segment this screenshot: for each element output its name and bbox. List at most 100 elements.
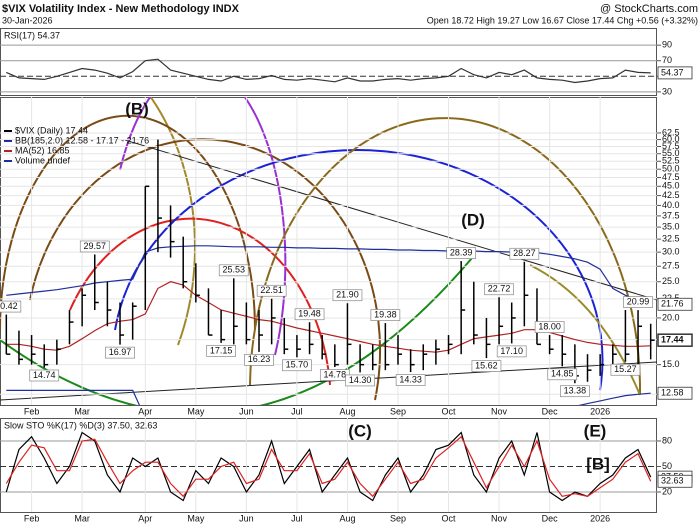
x-tick-label: Aug — [339, 406, 355, 416]
price-label: 28.39 — [450, 247, 473, 257]
x-tick-label: 2026 — [590, 406, 610, 416]
y-tick-label: 42.5 — [662, 190, 680, 200]
price-label: 14.78 — [324, 369, 347, 379]
price-label: 14.74 — [33, 370, 56, 380]
wave-label: (D) — [461, 210, 485, 229]
price-label: 20.42 — [0, 301, 18, 311]
wave-label: (B) — [125, 99, 149, 118]
label-box — [471, 360, 502, 372]
x-tick-label: Apr — [138, 406, 152, 416]
x-tick-label: Jul — [291, 406, 303, 416]
price-label: 13.38 — [564, 386, 587, 396]
x-tick-label: Mar — [74, 406, 90, 416]
y-tick-label: 30 — [662, 86, 672, 96]
price-label: 19.48 — [298, 309, 321, 319]
axis-tag — [657, 386, 693, 400]
x-tick-label: Feb — [24, 406, 40, 416]
price-label: 16.23 — [248, 354, 271, 364]
x-tick-label: Oct — [442, 513, 457, 523]
y-tick-label: 55.0 — [662, 148, 680, 158]
x-tick-label: Sep — [390, 406, 406, 416]
price-label: 22.72 — [488, 284, 511, 294]
label-box — [446, 247, 477, 259]
panel-label: Slow STO %K(17) %D(3) 37.50, 32.63 — [4, 420, 157, 430]
label-box — [395, 374, 426, 386]
axis-tag-label: 17.44 — [661, 335, 684, 345]
price-label: 17.15 — [210, 345, 233, 355]
y-tick-label: 70 — [662, 55, 672, 65]
ma-line — [6, 281, 651, 353]
y-tick-label: 25.0 — [662, 276, 680, 286]
line-series — [5, 435, 652, 498]
panel-label: RSI(17) 54.37 — [4, 30, 60, 40]
y-tick-label: 47.5 — [662, 172, 680, 182]
label-box — [370, 309, 401, 321]
price-label: 29.57 — [83, 241, 106, 251]
label-box — [623, 296, 653, 308]
x-tick-label: Mar — [74, 513, 90, 523]
label-box — [345, 374, 375, 387]
x-tick-label: Apr — [138, 513, 152, 523]
label-box — [294, 308, 325, 321]
y-tick-label: 37.5 — [662, 210, 680, 220]
legend-entry: BB(185,2.0) 12.58 - 17.17 - 21.76 — [15, 135, 149, 145]
price-label: 15.27 — [614, 364, 637, 374]
title: $VIX Volatility Index - New Methodology … — [2, 3, 240, 15]
price-label: 21.90 — [336, 290, 359, 300]
y-tick-label: 50.0 — [662, 164, 680, 174]
price-label: 22.51 — [260, 285, 283, 295]
label-box — [244, 354, 274, 366]
legend-entry: Volume undef — [15, 155, 71, 165]
x-tick-label: May — [187, 406, 205, 416]
x-tick-label: Oct — [442, 406, 457, 416]
price-label: 14.30 — [349, 375, 372, 385]
y-tick-label: 60.0 — [662, 134, 680, 144]
label-box — [218, 264, 249, 277]
y-tick-label: 15.0 — [662, 359, 680, 369]
y-tick-label: 30.0 — [662, 247, 680, 257]
price-label: 25.53 — [222, 265, 245, 275]
x-tick-label: Feb — [24, 513, 40, 523]
credit: @ StockCharts.com — [600, 3, 698, 15]
price-label: 14.85 — [551, 369, 574, 379]
y-tick-label: 90 — [662, 40, 672, 50]
axis-tag-label: 32.63 — [661, 476, 684, 486]
label-box — [534, 321, 565, 333]
y-tick-label: 20.0 — [662, 312, 680, 322]
x-tick-label: Jun — [239, 406, 254, 416]
y-tick-label: 57.5 — [662, 141, 680, 151]
label-box — [484, 283, 514, 296]
date: 30-Jan-2026 — [2, 15, 53, 25]
x-tick-label: Sep — [390, 513, 406, 523]
y-tick-label: 52.5 — [662, 156, 680, 166]
y-tick-label: 32.5 — [662, 234, 680, 244]
x-tick-label: Dec — [542, 513, 559, 523]
label-box — [560, 385, 590, 398]
x-tick-label: Jun — [239, 513, 254, 523]
label-box — [282, 359, 312, 372]
plot-area — [0, 418, 657, 512]
axis-tag — [657, 66, 693, 80]
axis-tag — [657, 333, 693, 347]
frames — [0, 28, 657, 513]
wave-label: (C) — [348, 421, 372, 440]
legend-entry: $VIX (Daily) 17.44 — [15, 125, 88, 135]
price-label: 20.99 — [627, 296, 650, 306]
bb-upper — [6, 245, 651, 305]
axis-tag-label: 54.37 — [661, 67, 684, 77]
bb-lower — [6, 389, 651, 405]
quote: Open 18.72 High 19.27 Low 16.67 Close 17… — [427, 15, 698, 25]
axis-tag — [657, 297, 693, 311]
cycle-arcs — [0, 97, 657, 405]
label-box — [206, 345, 236, 357]
y-tick-label: 45.0 — [662, 181, 680, 191]
legend-entry: MA(52) 16.85 — [15, 145, 70, 155]
wave-label: (E) — [584, 421, 607, 440]
price-label: 17.10 — [500, 346, 523, 356]
axis-tag-label: 21.76 — [661, 299, 684, 309]
label-box — [509, 247, 540, 260]
y-tick-label: 50 — [662, 461, 672, 471]
label-box — [547, 368, 578, 381]
x-tick-label: May — [187, 513, 205, 523]
line-series — [6, 58, 651, 84]
